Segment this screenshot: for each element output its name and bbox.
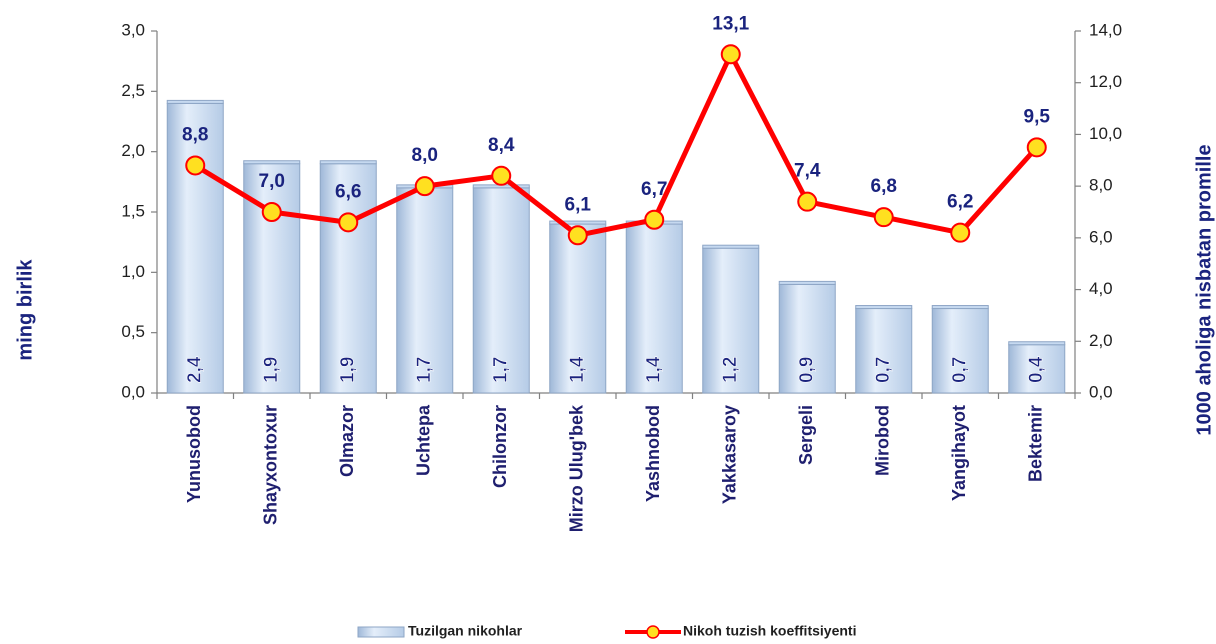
bar-value-label: 1,7 [490,357,511,383]
line-marker [797,191,818,212]
bar-top [702,244,760,249]
line-marker [491,165,512,186]
bar-value-label: 1,4 [643,356,664,383]
legend-marker [646,625,660,639]
line-value-label: 8,8 [182,124,208,145]
legend-swatch [357,626,405,638]
line-marker [1026,137,1047,158]
bar [396,187,454,394]
line-value-label: 6,1 [565,194,592,215]
bar-value-label: 1,9 [337,357,358,383]
bar-top [549,220,607,225]
line-value-label: 9,5 [1024,106,1051,127]
x-tick-label: Yunusobod [184,405,204,503]
bar [625,223,683,394]
bar-value-label: 0,9 [796,357,817,383]
bar [702,247,760,394]
y-tick-label: 0,0 [121,382,145,401]
x-tick-label: Mirobod [873,405,893,476]
y2-tick-label: 10,0 [1089,124,1122,143]
x-tick-label: Chilonzor [490,405,510,488]
bar-value-label: 1,7 [414,357,435,383]
line [193,51,1039,238]
bar [855,308,913,394]
x-tick-label: Mirzo Ulug'bek [567,404,587,532]
y2-tick-label: 4,0 [1089,279,1113,298]
x-tick-label: Sergeli [796,405,816,465]
y-tick-label: 1,5 [121,201,145,220]
y2-axis-title: 1000 aholiga nisbatan promille [1193,144,1215,435]
line-marker [414,176,435,197]
y-tick-label: 1,0 [121,262,145,281]
y2-tick-label: 0,0 [1089,382,1113,401]
bar [166,102,224,394]
bar [472,187,530,394]
bar [931,308,989,394]
bar-value-label: 1,2 [720,357,741,383]
x-tick-label: Uchtepa [414,404,434,476]
bar-value-label: 0,4 [1026,356,1047,383]
bar [319,163,377,394]
x-tick-label: Yangihayot [949,405,969,501]
bar-value-label: 0,7 [873,357,894,383]
line-value-label: 8,4 [488,135,515,156]
legend-label: Tuzilgan nikohlar [408,623,523,639]
line-value-label: 6,8 [871,176,897,197]
legend-label: Nikoh tuzish koeffitsiyenti [683,623,856,639]
bar-top [778,280,836,285]
line-value-label: 7,0 [259,171,285,192]
y-axis-title: ming birlik [14,259,36,361]
line-value-label: 6,6 [335,181,361,202]
bar-value-label: 2,4 [184,356,205,383]
x-tick-label: Shayxontoxur [261,405,281,525]
line-marker [567,225,588,246]
line-marker [950,222,971,243]
line-value-label: 13,1 [712,13,749,34]
bar [1008,344,1066,394]
line-marker [873,207,894,228]
y-tick-label: 3,0 [121,20,145,39]
y2-tick-label: 6,0 [1089,227,1113,246]
y2-tick-label: 2,0 [1089,331,1113,350]
x-tick-label: Olmazor [337,405,357,477]
bar-top [166,99,224,104]
line-marker [644,209,665,230]
line-marker [261,202,282,222]
x-tick-label: Bektemir [1026,405,1046,482]
bar-top [855,305,913,310]
y2-tick-label: 12,0 [1089,72,1122,91]
line-marker [185,155,206,176]
bar-top [319,160,377,165]
y2-tick-label: 8,0 [1089,176,1113,195]
line-value-label: 6,7 [641,179,667,200]
line-value-label: 7,4 [794,161,821,182]
y-tick-label: 2,0 [121,141,145,160]
bar [549,223,607,394]
bar-value-label: 1,9 [261,357,282,383]
bar-top [1008,341,1066,346]
bar-top [243,160,301,165]
line-marker [338,212,359,233]
x-tick-label: Yashnobod [643,405,663,502]
y-tick-label: 0,5 [121,322,145,341]
y2-tick-label: 14,0 [1089,20,1122,39]
x-tick-label: Yakkasaroy [720,405,740,504]
bar-value-label: 1,4 [567,356,588,383]
line-value-label: 6,2 [947,192,973,213]
bar-top [931,305,989,310]
y-tick-label: 2,5 [121,81,145,100]
bar-value-label: 0,7 [949,357,970,383]
line-value-label: 8,0 [412,145,438,166]
bar [778,283,836,394]
line-marker [720,44,741,65]
